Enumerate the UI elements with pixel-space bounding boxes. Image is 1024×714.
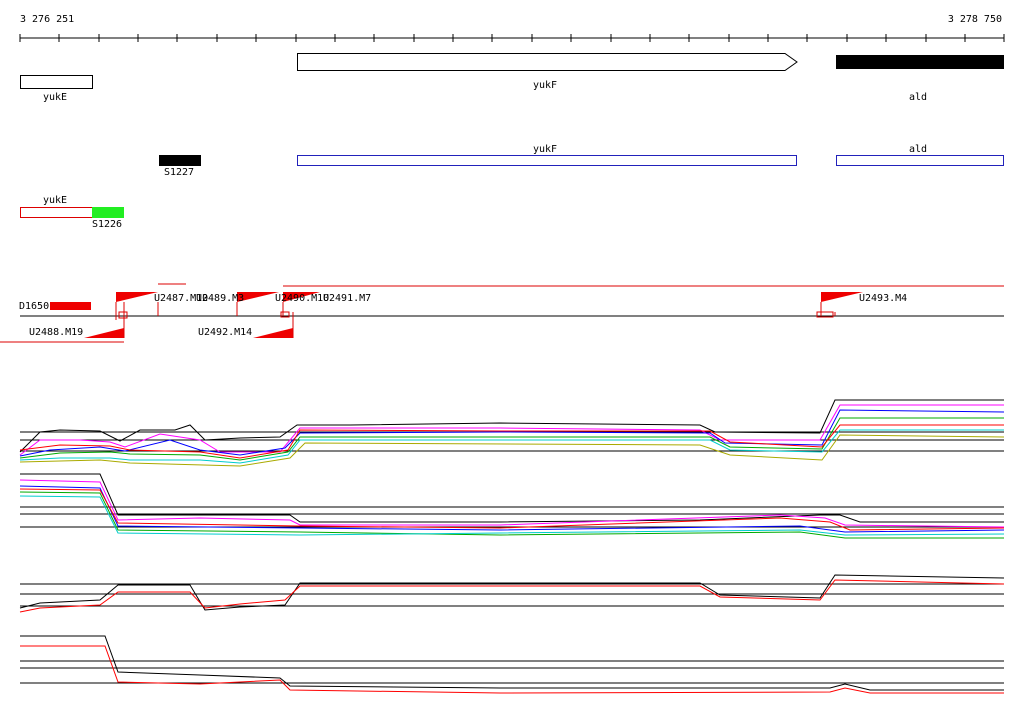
segment-label: U2488.M19: [29, 327, 83, 338]
feature-label: yukF: [533, 144, 557, 155]
segment-marker: [280, 311, 290, 318]
segment-label: U2490.M10: [275, 293, 329, 304]
segment-label: U2493.M4: [859, 293, 907, 304]
gene-yukF[interactable]: [297, 53, 798, 71]
profile-line: [19, 574, 1005, 611]
feature-label: ald: [909, 144, 927, 155]
segment-label: D1650: [19, 301, 49, 312]
segment-label: U2489.M3: [196, 293, 244, 304]
gene-label: yukE: [43, 92, 67, 103]
profile-line: [20, 635, 1004, 691]
segment-connectors: [115, 302, 836, 338]
reference-lines: [20, 660, 1004, 684]
expression-track: [20, 635, 1004, 694]
feature-label: S1227: [164, 167, 194, 178]
feature-label: yukE: [43, 195, 67, 206]
profile-line: [19, 491, 1004, 539]
feature-label: S1226: [92, 219, 122, 230]
ruler-end: 3 278 750: [948, 14, 1002, 25]
segment-label: U2491.M7: [323, 293, 371, 304]
segment-marker: [118, 311, 128, 319]
profile-line: [20, 473, 1004, 523]
gene-ald[interactable]: [836, 55, 1004, 69]
profile-line: [19, 404, 1004, 456]
gene-yukE[interactable]: [20, 75, 93, 89]
profile-line: [19, 485, 1005, 533]
segment-label: U2487.M10: [154, 293, 208, 304]
profile-line: [19, 579, 1005, 613]
segment-marker: [816, 311, 834, 318]
segment-U2493[interactable]: [821, 292, 863, 302]
profile-line: [19, 495, 1005, 536]
profile-line: [19, 488, 1005, 531]
segment-U2487[interactable]: [116, 292, 158, 302]
profile-line: [19, 409, 1005, 457]
gene-label: ald: [909, 92, 927, 103]
profile-line: [19, 434, 1005, 467]
expression-track: [19, 473, 1005, 539]
feature-S1226[interactable]: [92, 207, 124, 218]
ruler-start: 3 276 251: [20, 14, 74, 25]
segment-U2488[interactable]: [84, 328, 124, 338]
expression-track: [19, 399, 1005, 467]
ruler-ticks: [19, 34, 1005, 42]
profile-line: [19, 429, 1004, 464]
profile-line: [19, 424, 1004, 459]
segment-U2492[interactable]: [253, 328, 293, 338]
feature-yukF[interactable]: [297, 155, 797, 166]
segment-label: U2492.M14: [198, 327, 252, 338]
feature-yukE[interactable]: [20, 207, 93, 218]
profile-line: [19, 479, 1005, 528]
profile-line: [19, 417, 1004, 461]
feature-ald[interactable]: [836, 155, 1004, 166]
gene-label: yukF: [533, 80, 557, 91]
reference-lines: [20, 583, 1004, 607]
segment-U2489[interactable]: [237, 292, 279, 302]
feature-S1227[interactable]: [159, 155, 201, 166]
segment-D1650[interactable]: [50, 302, 91, 310]
segment-U2490[interactable]: [283, 292, 320, 302]
profile-line: [19, 399, 1004, 453]
profile-line: [20, 645, 1004, 694]
expression-track: [19, 574, 1005, 613]
